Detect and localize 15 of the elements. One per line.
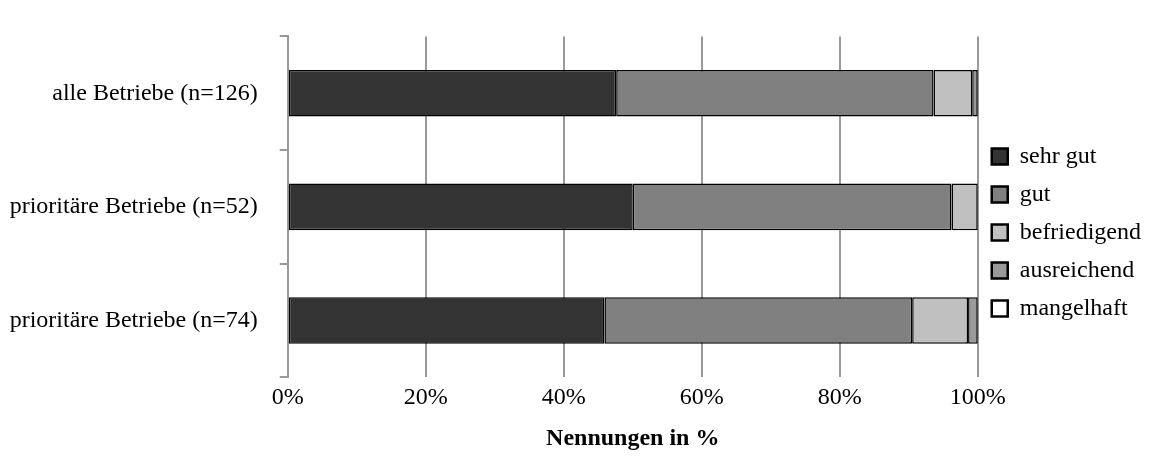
legend-label: befriedigend (1019, 217, 1141, 244)
legend-label: ausreichend (1019, 255, 1135, 282)
x-axis-title: Nennungen in % (546, 423, 720, 450)
legend-label: sehr gut (1019, 141, 1097, 168)
y-tick-label: alle Betriebe (n=126) (52, 78, 258, 105)
x-tick-label: 60% (679, 383, 724, 410)
y-tick-label: prioritäre Betriebe (n=74) (9, 305, 258, 332)
legend-label: mangelhaft (1019, 293, 1129, 320)
y-tick-label: prioritäre Betriebe (n=52) (9, 192, 258, 219)
x-tick-label: 20% (403, 383, 448, 410)
x-tick-label: 80% (817, 383, 862, 410)
x-tick-label: 40% (541, 383, 586, 410)
x-tick-label: 0% (271, 383, 304, 410)
x-tick-label: 100% (949, 383, 1006, 410)
legend-label: gut (1019, 179, 1051, 206)
